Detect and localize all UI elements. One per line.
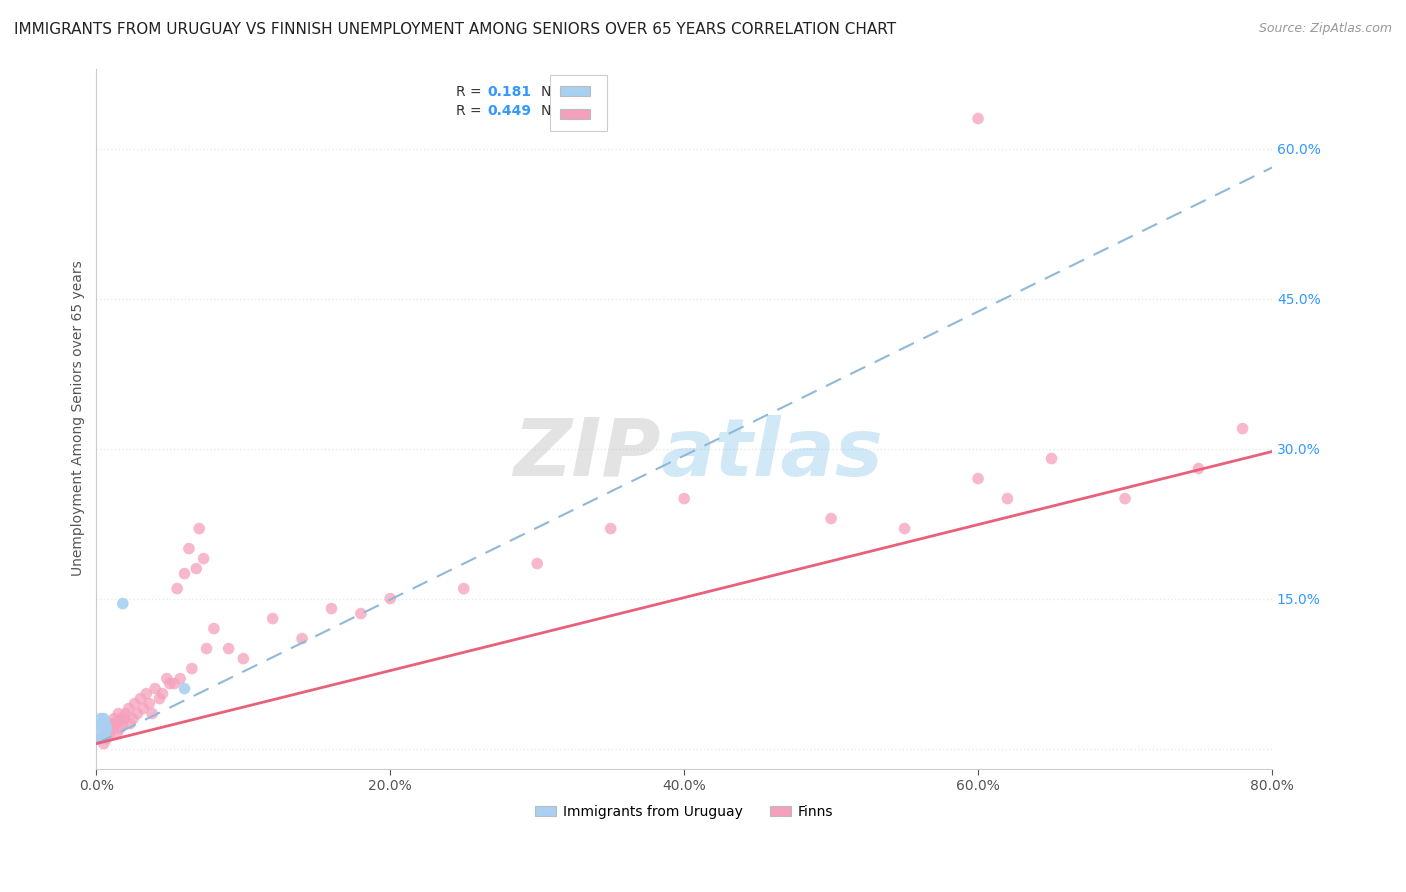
Point bbox=[98, 726, 121, 740]
Point bbox=[110, 712, 132, 726]
Point bbox=[90, 731, 112, 746]
Text: N =: N = bbox=[541, 103, 567, 118]
Point bbox=[599, 522, 621, 536]
Point bbox=[97, 722, 120, 736]
Point bbox=[1040, 451, 1063, 466]
Point bbox=[112, 712, 135, 726]
Point bbox=[152, 687, 174, 701]
Point bbox=[96, 722, 118, 736]
Point bbox=[91, 716, 114, 731]
Legend: Immigrants from Uruguay, Finns: Immigrants from Uruguay, Finns bbox=[529, 799, 839, 825]
Point bbox=[118, 701, 141, 715]
Point bbox=[94, 726, 117, 740]
Point bbox=[94, 716, 117, 731]
Point bbox=[169, 672, 191, 686]
Point bbox=[202, 622, 225, 636]
Point bbox=[166, 582, 188, 596]
Point bbox=[114, 706, 136, 721]
Point bbox=[143, 681, 166, 696]
Point bbox=[138, 697, 160, 711]
Point bbox=[291, 632, 314, 646]
Point bbox=[103, 712, 125, 726]
Text: 12: 12 bbox=[569, 85, 589, 99]
Point bbox=[163, 676, 186, 690]
Point bbox=[380, 591, 402, 606]
Point bbox=[105, 726, 128, 740]
Text: ZIP: ZIP bbox=[513, 415, 661, 492]
Point bbox=[127, 706, 149, 721]
Point bbox=[94, 726, 117, 740]
Text: 0.181: 0.181 bbox=[488, 85, 531, 99]
Point bbox=[135, 687, 157, 701]
Point bbox=[90, 722, 112, 736]
Point bbox=[177, 541, 200, 556]
Point bbox=[111, 716, 134, 731]
Point bbox=[93, 722, 115, 736]
Point bbox=[232, 651, 254, 665]
Point bbox=[89, 731, 111, 746]
Text: R =: R = bbox=[456, 85, 482, 99]
Point bbox=[91, 731, 114, 746]
Point bbox=[107, 706, 129, 721]
Point bbox=[180, 662, 202, 676]
Point bbox=[93, 737, 115, 751]
Point bbox=[453, 582, 475, 596]
Point bbox=[90, 712, 112, 726]
Point bbox=[218, 641, 240, 656]
Point bbox=[122, 712, 145, 726]
Point bbox=[350, 607, 373, 621]
Point bbox=[159, 676, 181, 690]
Text: 0.449: 0.449 bbox=[488, 103, 531, 118]
Point bbox=[997, 491, 1019, 506]
Point bbox=[673, 491, 696, 506]
Point bbox=[141, 706, 163, 721]
Point bbox=[1114, 491, 1136, 506]
Text: R =: R = bbox=[456, 103, 482, 118]
Text: Source: ZipAtlas.com: Source: ZipAtlas.com bbox=[1258, 22, 1392, 36]
Point bbox=[193, 551, 215, 566]
Point bbox=[111, 597, 134, 611]
Point bbox=[101, 722, 124, 736]
Point bbox=[820, 511, 842, 525]
Point bbox=[186, 561, 208, 575]
Point bbox=[93, 712, 115, 726]
Point bbox=[120, 716, 142, 731]
Point bbox=[104, 716, 127, 731]
Point bbox=[132, 701, 155, 715]
Point bbox=[195, 641, 218, 656]
Point bbox=[893, 522, 915, 536]
Text: atlas: atlas bbox=[661, 415, 883, 492]
Point bbox=[321, 601, 343, 615]
Point bbox=[173, 566, 195, 581]
Point bbox=[1232, 421, 1254, 435]
Point bbox=[124, 697, 146, 711]
Point bbox=[967, 112, 990, 126]
Point bbox=[96, 731, 118, 746]
Text: 63: 63 bbox=[569, 103, 589, 118]
Text: IMMIGRANTS FROM URUGUAY VS FINNISH UNEMPLOYMENT AMONG SENIORS OVER 65 YEARS CORR: IMMIGRANTS FROM URUGUAY VS FINNISH UNEMP… bbox=[14, 22, 896, 37]
Y-axis label: Unemployment Among Seniors over 65 years: Unemployment Among Seniors over 65 years bbox=[72, 260, 86, 576]
Point bbox=[262, 611, 284, 625]
Point bbox=[173, 681, 195, 696]
Point bbox=[108, 722, 131, 736]
Point bbox=[1187, 461, 1209, 475]
Point bbox=[148, 691, 170, 706]
Point bbox=[156, 672, 179, 686]
Point bbox=[188, 522, 211, 536]
Point bbox=[129, 691, 152, 706]
Text: N =: N = bbox=[541, 85, 567, 99]
Point bbox=[967, 472, 990, 486]
Point bbox=[100, 716, 122, 731]
Point bbox=[526, 557, 548, 571]
